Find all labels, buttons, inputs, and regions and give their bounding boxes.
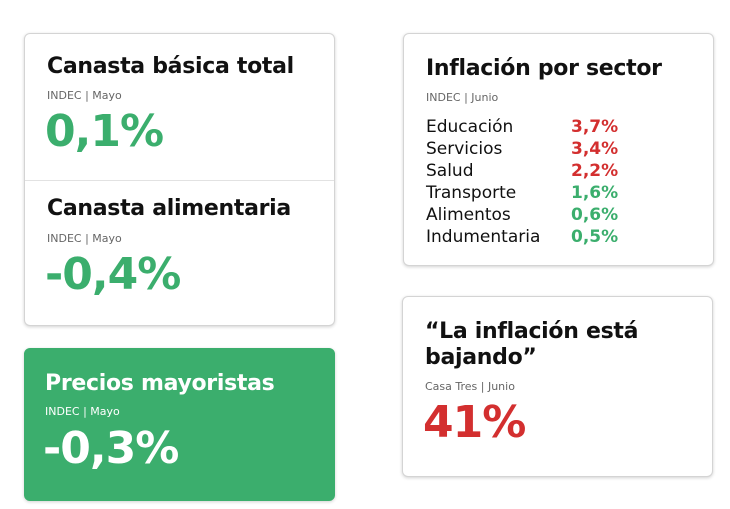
sector-label: Servicios <box>426 139 503 159</box>
canasta-total-value: 0,1% <box>45 106 164 157</box>
encuesta-value: 41% <box>423 397 526 448</box>
encuesta-title-line1: “La inflación está <box>425 319 639 344</box>
mayoristas-source: INDEC | Mayo <box>45 405 120 418</box>
canasta-total-source: INDEC | Mayo <box>47 89 122 102</box>
sector-value: 3,4% <box>571 139 619 159</box>
encuesta-title-line2: bajando” <box>425 345 537 370</box>
sector-source: INDEC | Junio <box>426 91 499 104</box>
sector-value: 1,6% <box>571 183 619 203</box>
sector-value: 3,7% <box>571 117 619 137</box>
canasta-total-section: Canasta básica total INDEC | Mayo 0,1% <box>25 34 334 180</box>
canasta-alimentaria-source: INDEC | Mayo <box>47 232 122 245</box>
sector-label: Alimentos <box>426 205 511 225</box>
mayoristas-card: Precios mayoristas INDEC | Mayo -0,3% <box>24 348 335 501</box>
mayoristas-value: -0,3% <box>43 423 179 474</box>
sector-label: Educación <box>426 117 514 137</box>
sector-label: Salud <box>426 161 474 181</box>
sector-label: Indumentaria <box>426 227 541 247</box>
encuesta-card: “La inflación está bajando” Casa Tres | … <box>402 296 713 477</box>
sector-row: Servicios 3,4% <box>426 138 618 160</box>
canasta-card: Canasta básica total INDEC | Mayo 0,1% C… <box>24 33 335 326</box>
canasta-alimentaria-title: Canasta alimentaria <box>47 196 291 221</box>
sector-list: Educación 3,7% Servicios 3,4% Salud 2,2% Tr… <box>426 116 618 248</box>
sector-value: 2,2% <box>571 161 619 181</box>
sector-row: Alimentos 0,6% <box>426 204 618 226</box>
canasta-alimentaria-value: -0,4% <box>45 249 181 300</box>
sector-card: Inflación por sector INDEC | Junio Educa… <box>403 33 714 266</box>
sector-value: 0,6% <box>571 205 619 225</box>
encuesta-source: Casa Tres | Junio <box>425 380 515 393</box>
sector-row: Salud 2,2% <box>426 160 618 182</box>
sector-row: Transporte 1,6% <box>426 182 618 204</box>
sector-row: Educación 3,7% <box>426 116 618 138</box>
sector-label: Transporte <box>426 183 517 203</box>
section-divider <box>25 180 334 181</box>
mayoristas-title: Precios mayoristas <box>45 371 275 396</box>
canasta-total-title: Canasta básica total <box>47 54 294 79</box>
sector-row: Indumentaria 0,5% <box>426 226 618 248</box>
canasta-alimentaria-section: Canasta alimentaria INDEC | Mayo -0,4% <box>25 181 334 327</box>
sector-value: 0,5% <box>571 227 619 247</box>
sector-title: Inflación por sector <box>426 56 662 81</box>
